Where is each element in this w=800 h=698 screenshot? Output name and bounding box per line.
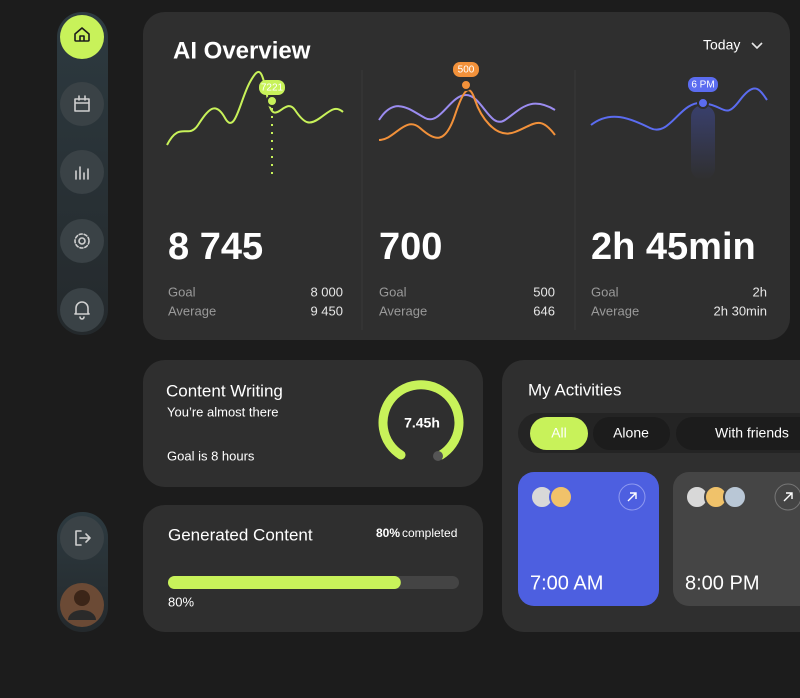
home-button[interactable]	[60, 15, 104, 59]
metric-value: 700	[379, 226, 442, 268]
average-label: Average	[168, 303, 216, 318]
goal-label: Goal	[168, 284, 196, 299]
marker	[266, 95, 278, 107]
status-label: completed	[402, 526, 457, 540]
goal-value: 500	[533, 284, 555, 299]
overview-card	[143, 12, 790, 340]
badge-label: 500	[458, 65, 475, 76]
percent-label: 80%	[376, 526, 400, 540]
stats-button[interactable]	[60, 150, 104, 194]
calendar-button[interactable]	[60, 82, 104, 126]
marker	[697, 97, 709, 109]
badge-label: 7221	[261, 83, 284, 94]
open-button[interactable]	[618, 483, 646, 511]
progress-bar	[168, 576, 401, 589]
steps-line	[166, 70, 344, 146]
tab[interactable]	[593, 417, 670, 450]
stats-icon	[75, 166, 89, 180]
card-title: Generated Content	[168, 525, 313, 544]
home-icon	[74, 27, 90, 42]
highlight-bar	[691, 105, 715, 180]
card-subtitle: You’re almost there	[167, 404, 279, 419]
open-button[interactable]	[774, 483, 800, 511]
goal-label: Goal	[591, 284, 619, 299]
avatar	[549, 485, 573, 509]
series-line	[378, 93, 556, 123]
badge	[688, 77, 718, 92]
overview-title: AI Overview	[173, 37, 311, 64]
tab-label[interactable]: With friends	[715, 425, 789, 441]
arrow-icon	[627, 492, 637, 502]
period-select[interactable]: Today	[703, 37, 740, 53]
activity-time: 7:00 AM	[530, 572, 603, 594]
dropdown-icon	[751, 42, 763, 50]
avatar	[723, 485, 747, 509]
goal-text: Goal is 8 hours	[167, 448, 255, 463]
settings-icon	[78, 237, 86, 245]
badge-label: 6 PM	[691, 80, 714, 91]
metric-value: 8 745	[168, 226, 263, 268]
logout-icon	[75, 530, 91, 546]
notifications-button[interactable]	[60, 288, 104, 332]
goal-label: Goal	[379, 284, 407, 299]
avatar-head	[74, 590, 90, 606]
average-label: Average	[379, 303, 427, 318]
ring-label: 7.45h	[404, 415, 440, 431]
tab-active[interactable]	[530, 417, 588, 450]
average-value: 2h 30min	[714, 303, 767, 318]
goal-value: 8 000	[310, 284, 343, 299]
card-title: Content Writing	[166, 381, 283, 400]
average-label: Average	[591, 303, 639, 318]
tab[interactable]	[676, 417, 800, 450]
avatar-body	[68, 610, 96, 620]
goal-value: 2h	[753, 284, 767, 299]
calendar-icon	[74, 95, 90, 112]
arrow-icon	[783, 492, 793, 502]
marker	[460, 79, 472, 91]
badge	[453, 62, 479, 77]
progress-ring	[378, 380, 464, 460]
card-title: My Activities	[528, 380, 622, 399]
progress-label: 80%	[168, 594, 194, 609]
settings-button[interactable]	[60, 219, 104, 263]
tab-label[interactable]: Alone	[613, 425, 649, 441]
ring-end	[433, 451, 443, 461]
activity-time: 8:00 PM	[685, 572, 759, 594]
generated-content-card	[143, 505, 483, 632]
metrics: 8 745 Goal 8 000 Average 9 450 700 Goal 500 Aver…	[168, 226, 767, 318]
tab-label[interactable]: All	[551, 425, 567, 441]
average-value: 9 450	[310, 303, 343, 318]
average-value: 646	[533, 303, 555, 318]
badge	[259, 80, 285, 95]
metric-value: 2h 45min	[591, 226, 756, 268]
bell-icon	[74, 301, 90, 320]
settings-icon-ring	[74, 233, 90, 249]
